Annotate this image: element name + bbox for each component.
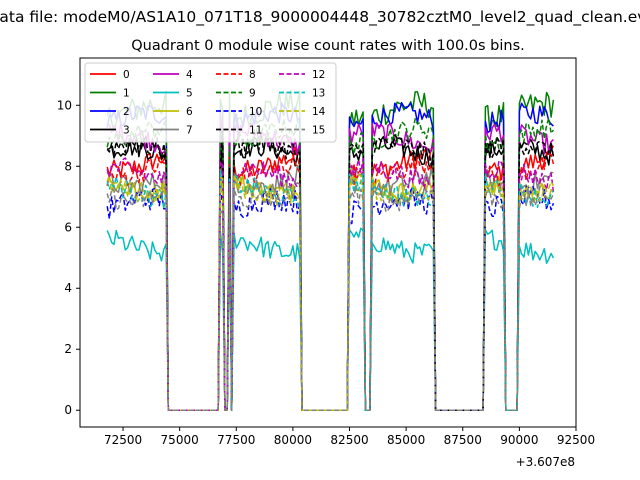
y-axis: 0 2 4 6 8 10 — [57, 98, 80, 417]
y-tick-label: 8 — [64, 159, 72, 173]
legend-label-1: 1 — [123, 88, 130, 100]
legend-label-15: 15 — [312, 125, 325, 137]
legend-label-6: 6 — [186, 106, 193, 118]
x-tick-label: 85000 — [387, 433, 425, 447]
legend-label-11: 11 — [249, 125, 262, 137]
x-offset-label: +3.607e8 — [516, 455, 575, 469]
y-tick-label: 2 — [64, 342, 72, 356]
legend-label-8: 8 — [249, 69, 256, 81]
chart-title: Quadrant 0 module wise count rates with … — [131, 38, 525, 54]
x-tick-label: 90000 — [500, 433, 538, 447]
y-tick-label: 10 — [57, 98, 72, 112]
legend-label-4: 4 — [186, 69, 193, 81]
legend-label-7: 7 — [186, 125, 193, 137]
legend-label-9: 9 — [249, 88, 256, 100]
legend-label-0: 0 — [123, 69, 130, 81]
figure-suptitle: Data file: modeM0/AS1A10_071T18_90000044… — [0, 8, 640, 27]
x-tick-label: 87500 — [444, 433, 482, 447]
legend-label-3: 3 — [123, 125, 130, 137]
y-tick-label: 0 — [64, 403, 72, 417]
x-tick-label: 75000 — [161, 433, 199, 447]
x-tick-label: 92500 — [557, 433, 595, 447]
legend-label-5: 5 — [186, 88, 193, 100]
legend-frame — [84, 62, 337, 143]
legend-label-12: 12 — [312, 69, 325, 81]
x-tick-label: 72500 — [104, 433, 142, 447]
y-tick-label: 4 — [64, 281, 72, 295]
x-tick-label: 80000 — [274, 433, 312, 447]
series-line-15 — [106, 182, 555, 411]
x-axis: 72500 75000 77500 80000 82500 85000 87500 90000… — [104, 427, 595, 447]
legend-label-10: 10 — [249, 106, 262, 118]
legend-label-13: 13 — [312, 88, 325, 100]
y-tick-label: 6 — [64, 220, 72, 234]
series-layer — [106, 89, 555, 411]
legend-label-14: 14 — [312, 106, 326, 118]
legend-label-2: 2 — [123, 106, 130, 118]
x-tick-label: 77500 — [217, 433, 255, 447]
plot-frame — [79, 57, 577, 428]
x-tick-label: 82500 — [330, 433, 368, 447]
